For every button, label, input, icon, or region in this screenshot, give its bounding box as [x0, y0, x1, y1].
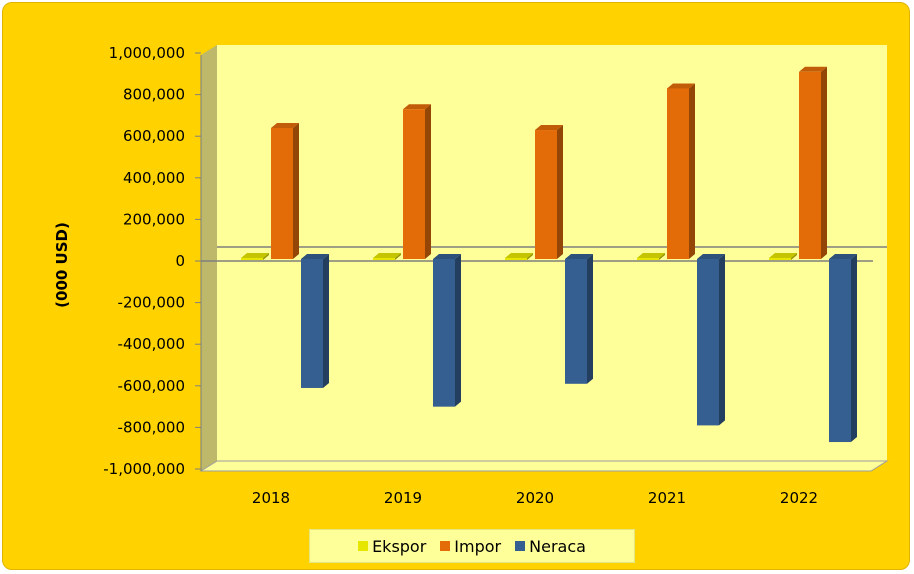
y-axis: 1,000,000 800,000 600,000 400,000 200,000 0 -2… [103, 44, 201, 478]
bar-top [433, 254, 461, 259]
bar-top [373, 252, 401, 258]
bar-side [527, 252, 533, 260]
bar-side [293, 122, 299, 260]
y-tick-label: -600,000 [118, 377, 185, 395]
bar-front [505, 257, 527, 260]
y-tick-label: -400,000 [118, 335, 185, 353]
bar-ekspor-2018 [241, 252, 269, 260]
x-tick-label-2020: 2020 [516, 489, 554, 507]
bar-front [271, 127, 293, 260]
y-tick-label: -1,000,000 [103, 460, 185, 478]
bar-top [769, 252, 797, 258]
legend-label: Neraca [529, 536, 586, 556]
bar-top [667, 83, 695, 89]
bar-top [241, 252, 269, 258]
bar-side [323, 254, 329, 388]
bar-impor-2022 [799, 66, 827, 259]
bar-side [719, 254, 725, 426]
bar-front [565, 259, 587, 384]
bar-neraca-2022 [829, 254, 857, 443]
bar-side [659, 252, 665, 260]
y-tick-label: -200,000 [118, 294, 185, 312]
bar-top [403, 104, 431, 110]
y-tick-label: -800,000 [118, 418, 185, 436]
legend-item-impor: Impor [440, 537, 501, 556]
floor [199, 460, 889, 472]
bar-impor-2019 [403, 104, 431, 260]
y-tick-label: 600,000 [123, 127, 185, 145]
bar-front [637, 257, 659, 260]
x-tick-label-2019: 2019 [384, 489, 422, 507]
bar-neraca-2019 [433, 254, 461, 407]
legend-item-ekspor: Ekspor [358, 537, 426, 556]
bar-front [799, 71, 821, 259]
bar-top [799, 66, 827, 72]
x-tick-label-2021: 2021 [648, 489, 686, 507]
legend-swatch [440, 541, 451, 551]
legend-swatch [515, 541, 526, 551]
side-wall [201, 45, 217, 471]
bar-ekspor-2022 [769, 252, 797, 260]
bar-front [667, 88, 689, 259]
bar-neraca-2020 [565, 254, 593, 384]
legend: Ekspor Impor Neraca [309, 529, 635, 563]
chart-svg: 1,000,000 800,000 600,000 400,000 200,000 0 -2… [53, 44, 889, 507]
x-axis: 2018 2019 2020 2021 2022 [252, 489, 818, 507]
bar-top [271, 122, 299, 128]
bar-top [535, 125, 563, 131]
bar-side [821, 66, 827, 259]
bar-front [403, 109, 425, 260]
bar-impor-2021 [667, 83, 695, 259]
bar-impor-2018 [271, 122, 299, 260]
bar-ekspor-2021 [637, 252, 665, 260]
bar-top [829, 254, 857, 259]
bar-top [505, 252, 533, 258]
bar-side [557, 125, 563, 259]
legend-label: Impor [454, 536, 502, 556]
bar-ekspor-2019 [373, 252, 401, 260]
bar-side [263, 252, 269, 260]
bar-neraca-2021 [697, 254, 725, 426]
x-tick-label-2022: 2022 [780, 489, 818, 507]
bar-front [373, 257, 395, 260]
bar-top [697, 254, 725, 259]
y-tick-label: 1,000,000 [109, 44, 185, 62]
bar-side [587, 254, 593, 384]
y-tick-label: 400,000 [123, 169, 185, 187]
y-tick-label: 0 [175, 252, 185, 270]
bar-side [791, 252, 797, 260]
bar-top [301, 254, 329, 259]
bar-ekspor-2020 [505, 252, 533, 260]
bar-top [637, 252, 665, 258]
y-axis-label: (000 USD) [53, 222, 71, 308]
bar-front [241, 257, 263, 260]
bar-impor-2020 [535, 125, 563, 259]
bar-side [851, 254, 857, 443]
bar-side [455, 254, 461, 407]
bars [241, 66, 857, 443]
bar-front [433, 259, 455, 407]
y-tick-label: 800,000 [123, 86, 185, 104]
bar-top [565, 254, 593, 259]
y-tick-label: 200,000 [123, 210, 185, 228]
bar-front [769, 257, 791, 260]
legend-swatch [358, 541, 369, 551]
bar-side [425, 104, 431, 260]
legend-label: Ekspor [372, 536, 427, 556]
bar-neraca-2018 [301, 254, 329, 388]
x-tick-label-2018: 2018 [252, 489, 290, 507]
bar-front [301, 259, 323, 388]
legend-item-neraca: Neraca [515, 537, 586, 556]
bar-side [395, 252, 401, 260]
bar-front [829, 259, 851, 443]
bar-front [535, 130, 557, 259]
bar-front [697, 259, 719, 426]
bar-side [689, 83, 695, 259]
